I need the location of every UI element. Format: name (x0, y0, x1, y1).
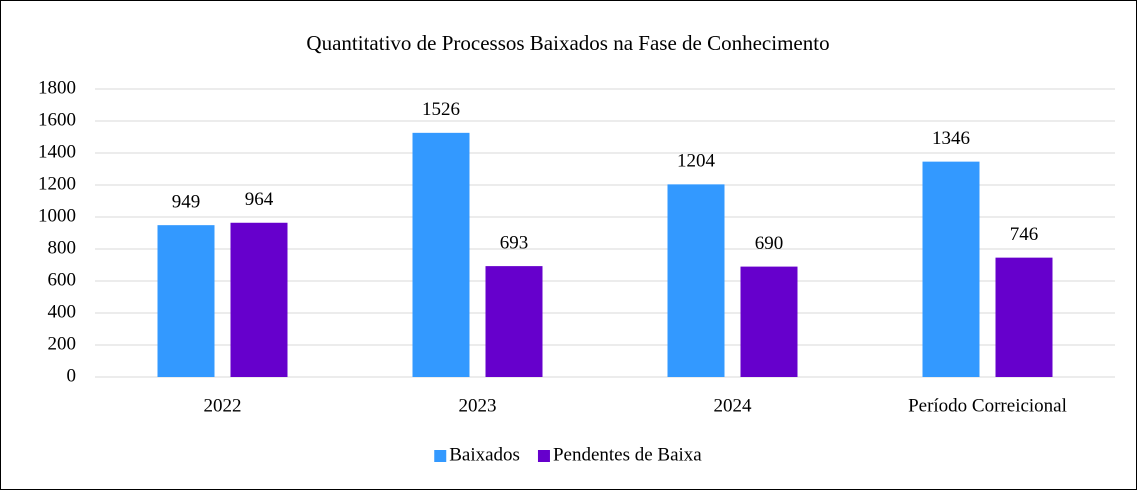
legend-swatch (537, 450, 550, 462)
y-tick-label: 1200 (38, 173, 76, 194)
legend-label: Baixados (449, 444, 520, 465)
data-label: 1204 (677, 151, 716, 172)
data-label: 964 (245, 189, 274, 210)
bar (667, 184, 725, 377)
data-label: 746 (1010, 224, 1039, 245)
y-tick-label: 800 (48, 237, 77, 258)
data-label: 693 (500, 232, 529, 253)
x-tick-label: 2022 (204, 395, 242, 416)
y-tick-label: 1400 (38, 141, 76, 162)
bar (740, 266, 798, 377)
data-label: 1346 (932, 128, 970, 149)
bar (995, 257, 1053, 377)
bar (412, 132, 470, 377)
data-label: 1526 (422, 99, 460, 120)
x-tick-label: Período Correicional (908, 395, 1067, 416)
x-tick-label: 2024 (714, 395, 753, 416)
y-tick-label: 0 (67, 365, 77, 386)
legend-label: Pendentes de Baixa (553, 444, 702, 465)
legend-swatch (434, 450, 447, 462)
bar (922, 161, 980, 377)
y-tick-label: 200 (48, 333, 77, 354)
chart-title: Quantitativo de Processos Baixados na Fa… (306, 31, 829, 55)
y-tick-label: 400 (48, 301, 77, 322)
y-tick-label: 600 (48, 269, 77, 290)
x-tick-label: 2023 (459, 395, 497, 416)
data-label: 949 (172, 192, 201, 213)
bar (157, 225, 215, 377)
y-tick-label: 1800 (38, 77, 76, 98)
y-tick-label: 1000 (38, 205, 76, 226)
data-label: 690 (755, 233, 784, 254)
bar (485, 266, 543, 377)
bar (230, 222, 288, 377)
y-tick-label: 1600 (38, 109, 76, 130)
